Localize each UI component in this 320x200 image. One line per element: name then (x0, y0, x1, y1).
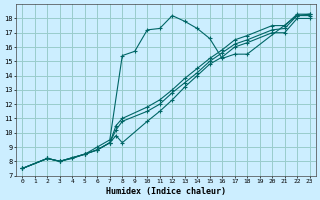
X-axis label: Humidex (Indice chaleur): Humidex (Indice chaleur) (106, 187, 226, 196)
